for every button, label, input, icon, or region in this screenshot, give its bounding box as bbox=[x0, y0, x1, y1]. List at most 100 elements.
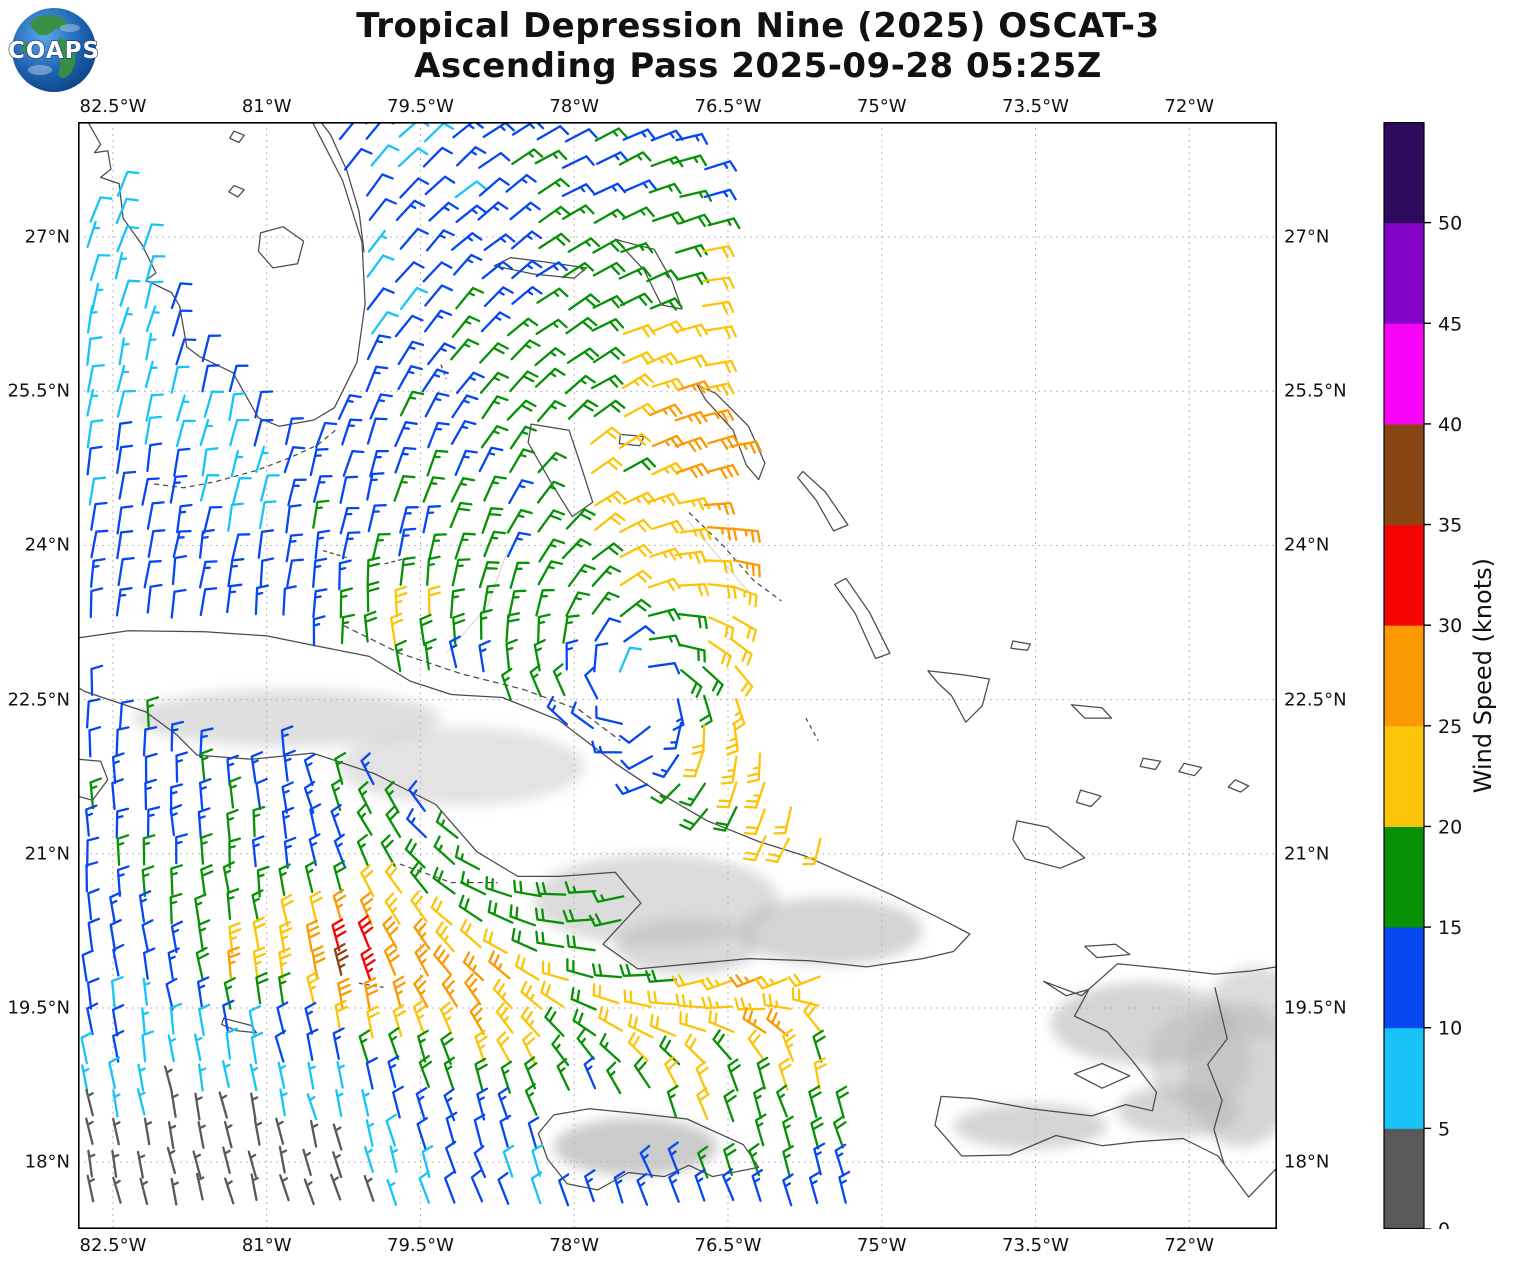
wind-barb bbox=[365, 1119, 375, 1147]
wind-barb bbox=[382, 915, 399, 949]
wind-barb bbox=[86, 977, 100, 1010]
wind-barb bbox=[365, 173, 394, 197]
wind-barb bbox=[627, 1031, 649, 1062]
wind-barb bbox=[146, 442, 163, 473]
wind-barb bbox=[565, 639, 579, 671]
wind-barb bbox=[338, 122, 368, 141]
colorbar-segment-30-35 bbox=[1384, 524, 1424, 626]
wind-barb bbox=[175, 338, 197, 366]
wind-barb bbox=[535, 930, 565, 949]
wind-barb bbox=[309, 1119, 319, 1148]
wind-barb bbox=[506, 508, 533, 534]
wind-barb bbox=[426, 449, 449, 477]
wind-barb bbox=[481, 507, 504, 534]
wind-barb bbox=[341, 531, 361, 560]
wind-barb bbox=[172, 529, 192, 558]
wind-barb bbox=[85, 1088, 94, 1117]
wind-barb bbox=[144, 778, 158, 811]
wind-barb bbox=[497, 1171, 510, 1205]
wind-barb bbox=[357, 781, 372, 815]
wind-barb bbox=[592, 983, 620, 1005]
wind-barb bbox=[369, 449, 390, 478]
wind-barb bbox=[339, 587, 354, 619]
wind-barb bbox=[701, 409, 735, 423]
wind-barb bbox=[674, 436, 708, 453]
wind-barb bbox=[86, 1002, 99, 1036]
wind-barb bbox=[86, 1174, 96, 1203]
wind-barb bbox=[116, 505, 134, 535]
wind-barb bbox=[254, 584, 269, 616]
wind-barb bbox=[333, 860, 347, 894]
wind-barb bbox=[412, 999, 427, 1033]
wind-barb bbox=[302, 1148, 312, 1177]
coast-isla-juventud bbox=[78, 758, 109, 801]
wind-barb bbox=[754, 976, 788, 990]
wind-barb bbox=[679, 1011, 707, 1033]
wind-barb bbox=[221, 1060, 231, 1088]
wind-barb bbox=[283, 749, 296, 782]
lon-tick-bottom: 75°W bbox=[856, 1235, 907, 1256]
wind-barb bbox=[537, 613, 551, 645]
lat-tick-right: 27°N bbox=[1284, 226, 1330, 248]
wind-barb bbox=[312, 615, 326, 647]
wind-barb bbox=[142, 726, 158, 757]
wind-barb bbox=[197, 807, 211, 840]
wind-barb bbox=[194, 893, 207, 926]
wind-barb bbox=[565, 316, 598, 335]
wind-barb bbox=[716, 781, 738, 809]
wind-barb bbox=[115, 421, 133, 451]
wind-barb bbox=[384, 780, 400, 814]
wind-barb bbox=[304, 860, 317, 894]
wind-barb bbox=[510, 230, 543, 250]
wind-barb bbox=[335, 1089, 344, 1117]
wind-barb bbox=[169, 804, 183, 837]
wind-barb bbox=[169, 892, 183, 925]
wind-barb bbox=[832, 1115, 847, 1149]
wind-barb bbox=[534, 367, 566, 388]
wind-barb bbox=[558, 1173, 570, 1207]
wind-barb bbox=[667, 1141, 680, 1175]
wind-barb bbox=[621, 373, 655, 390]
wind-barb bbox=[118, 699, 134, 730]
wind-barb bbox=[368, 198, 398, 221]
title-line-1: Tropical Depression Nine (2025) OSCAT-3 bbox=[356, 6, 1160, 46]
wind-barb bbox=[649, 403, 683, 417]
wind-barb bbox=[432, 866, 456, 895]
wind-barb bbox=[426, 555, 441, 587]
wind-barb bbox=[309, 448, 329, 477]
wind-barb bbox=[175, 833, 188, 865]
coast-gonave bbox=[1073, 1062, 1131, 1089]
colorbar-segment-20-25 bbox=[1384, 725, 1424, 827]
wind-barb bbox=[648, 182, 682, 195]
wind-barb bbox=[247, 1150, 257, 1178]
wind-barb bbox=[394, 585, 408, 618]
wind-barb bbox=[88, 476, 107, 506]
wind-barb bbox=[339, 506, 360, 535]
wind-barb bbox=[303, 753, 316, 787]
wind-barb bbox=[363, 1145, 374, 1174]
wind-barb bbox=[732, 697, 746, 731]
wind-barb bbox=[813, 1142, 826, 1176]
colorbar-tick-label: 45 bbox=[1438, 313, 1462, 335]
wind-barb bbox=[86, 445, 103, 476]
wind-barb bbox=[413, 974, 429, 1008]
wind-barb bbox=[167, 1121, 177, 1150]
lon-tick-bottom: 82.5°W bbox=[79, 1235, 147, 1256]
wind-barb bbox=[311, 945, 326, 978]
wind-barb bbox=[359, 892, 374, 926]
wind-barb bbox=[704, 359, 738, 374]
wind-barb bbox=[623, 989, 652, 1008]
wind-barb bbox=[456, 371, 485, 394]
wind-barb bbox=[366, 417, 388, 445]
wind-barb bbox=[226, 888, 240, 921]
wind-barb bbox=[679, 808, 709, 831]
wind-barb bbox=[448, 635, 461, 669]
wind-barb bbox=[87, 917, 101, 950]
wind-barb bbox=[562, 614, 580, 644]
wind-barb bbox=[751, 1168, 763, 1202]
wind-barb bbox=[198, 528, 215, 559]
wind-barb bbox=[250, 1031, 264, 1065]
wind-barb bbox=[341, 418, 363, 446]
wind-barb bbox=[622, 324, 656, 338]
lat-tick-left: 27°N bbox=[24, 226, 70, 248]
